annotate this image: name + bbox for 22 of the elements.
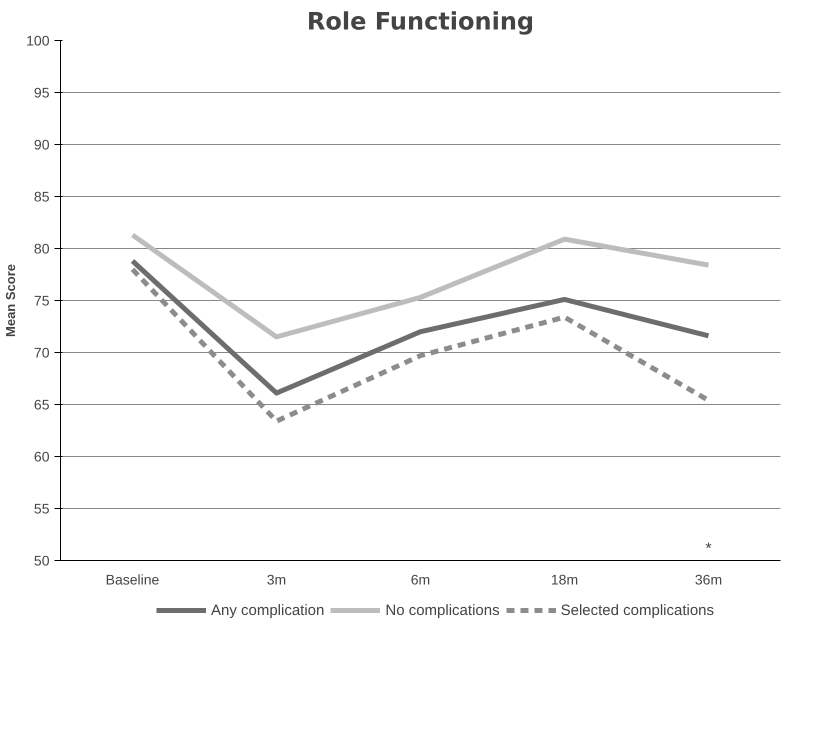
y-tick-label: 100 bbox=[26, 32, 50, 48]
legend-label: No complications bbox=[385, 602, 500, 618]
x-tick-label: 3m bbox=[266, 572, 286, 588]
annotation: * bbox=[705, 540, 712, 558]
x-tick-label: 18m bbox=[550, 572, 578, 588]
y-tick-label: 65 bbox=[34, 396, 50, 412]
x-tick-label: 6m bbox=[410, 572, 430, 588]
y-tick-label: 90 bbox=[34, 136, 50, 152]
y-tick-label: 75 bbox=[34, 292, 50, 308]
x-tick-label: Baseline bbox=[106, 572, 160, 588]
y-tick-label: 80 bbox=[34, 240, 50, 256]
y-tick-label: 60 bbox=[34, 448, 50, 464]
y-tick-label: 55 bbox=[34, 500, 50, 516]
y-tick-label: 50 bbox=[34, 552, 50, 568]
y-tick-label: 95 bbox=[34, 84, 50, 100]
y-tick-label: 85 bbox=[34, 188, 50, 204]
y-axis-title: Mean Score bbox=[3, 264, 18, 337]
y-tick-label: 70 bbox=[34, 344, 50, 360]
legend-label: Selected complications bbox=[560, 602, 714, 618]
x-tick-label: 36m bbox=[694, 572, 722, 588]
chart-title: Role Functioning bbox=[306, 8, 534, 36]
legend-label: Any complication bbox=[210, 602, 324, 618]
